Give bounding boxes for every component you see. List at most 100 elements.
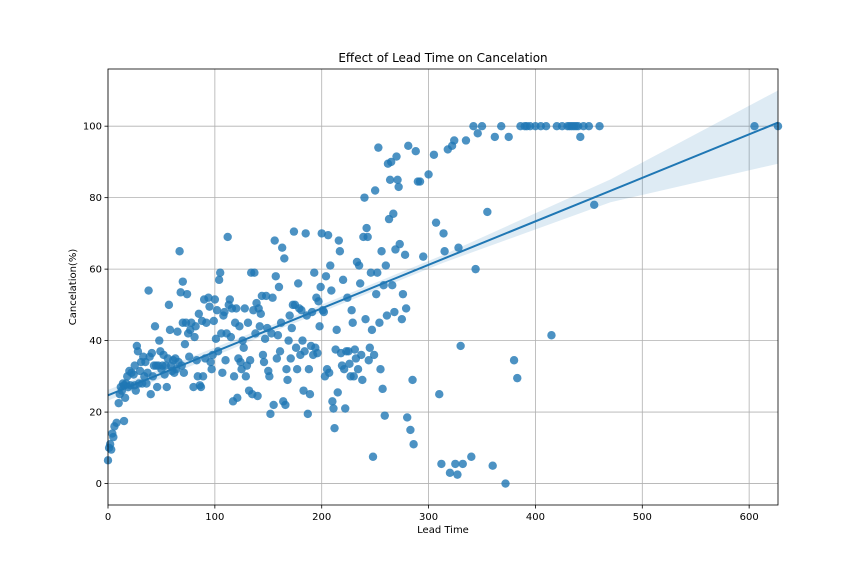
data-point bbox=[365, 343, 375, 352]
data-point bbox=[408, 375, 417, 385]
y-axis-label: Cancelation(%) bbox=[68, 249, 79, 326]
data-point bbox=[388, 281, 397, 290]
data-point bbox=[287, 323, 296, 333]
data-point bbox=[453, 470, 462, 479]
data-point bbox=[204, 293, 213, 302]
data-point bbox=[274, 282, 284, 292]
data-point bbox=[298, 336, 307, 345]
data-point bbox=[350, 345, 360, 354]
data-point bbox=[292, 364, 302, 374]
data-point bbox=[190, 332, 199, 342]
data-point bbox=[321, 272, 331, 281]
data-point bbox=[323, 230, 333, 240]
data-point bbox=[358, 375, 367, 385]
data-point bbox=[316, 282, 325, 292]
data-point bbox=[210, 295, 220, 304]
data-point bbox=[440, 247, 449, 256]
data-point bbox=[333, 388, 342, 397]
data-point bbox=[232, 304, 241, 313]
data-point bbox=[335, 247, 345, 256]
y-tick-label: 80 bbox=[89, 193, 102, 204]
data-point bbox=[272, 354, 282, 363]
data-point bbox=[360, 193, 369, 202]
data-point bbox=[268, 293, 277, 302]
data-point bbox=[319, 307, 329, 317]
data-point bbox=[243, 318, 253, 327]
data-point bbox=[223, 232, 232, 242]
x-tick-label: 200 bbox=[312, 512, 331, 523]
data-point bbox=[206, 357, 215, 367]
data-point bbox=[317, 229, 326, 238]
data-point bbox=[429, 150, 439, 159]
data-point bbox=[270, 236, 279, 245]
data-point bbox=[207, 364, 216, 374]
plot-frame bbox=[107, 68, 779, 506]
data-point bbox=[284, 336, 293, 345]
data-point bbox=[332, 325, 341, 335]
data-point bbox=[236, 357, 245, 367]
y-tick-label: 40 bbox=[89, 336, 102, 347]
ticks: 0 100 200 300 400 500 600 0 20 40 60 80 100 bbox=[83, 122, 759, 523]
data-point bbox=[439, 229, 448, 238]
data-point bbox=[235, 322, 244, 331]
data-point bbox=[198, 372, 208, 381]
data-point bbox=[299, 386, 308, 395]
data-point bbox=[289, 227, 299, 236]
data-point bbox=[327, 286, 336, 295]
data-point bbox=[147, 348, 157, 358]
data-point bbox=[364, 356, 373, 365]
data-point bbox=[250, 268, 259, 277]
data-point bbox=[381, 261, 391, 270]
data-point bbox=[165, 325, 175, 335]
x-tick-label: 300 bbox=[419, 512, 438, 523]
data-point bbox=[229, 372, 239, 381]
data-point bbox=[176, 288, 185, 297]
data-point bbox=[390, 307, 399, 317]
data-point bbox=[349, 372, 358, 381]
data-point bbox=[275, 347, 285, 356]
data-point bbox=[282, 364, 291, 374]
data-point bbox=[372, 289, 381, 299]
data-point bbox=[218, 368, 227, 377]
data-point bbox=[353, 364, 363, 374]
data-point bbox=[211, 334, 221, 344]
data-point bbox=[403, 413, 412, 422]
data-point bbox=[120, 393, 130, 402]
data-point bbox=[411, 146, 420, 156]
data-point bbox=[338, 275, 348, 285]
data-point bbox=[576, 132, 585, 142]
data-point bbox=[286, 354, 295, 363]
data-point bbox=[267, 329, 276, 338]
data-point bbox=[328, 397, 337, 406]
data-point bbox=[445, 468, 455, 478]
data-point bbox=[415, 177, 425, 186]
data-point bbox=[382, 311, 392, 320]
data-point bbox=[378, 384, 387, 394]
data-point bbox=[386, 157, 396, 167]
data-point bbox=[380, 411, 389, 420]
data-point bbox=[109, 432, 118, 442]
data-point bbox=[409, 440, 418, 449]
data-point bbox=[330, 423, 339, 433]
data-point bbox=[269, 400, 278, 410]
data-point bbox=[152, 382, 162, 392]
data-point bbox=[119, 416, 129, 426]
x-axis-label: Lead Time bbox=[417, 525, 469, 536]
data-point bbox=[354, 261, 364, 270]
data-point bbox=[202, 318, 211, 327]
data-point bbox=[389, 209, 398, 218]
data-point bbox=[256, 309, 266, 319]
data-point bbox=[488, 461, 497, 470]
data-point bbox=[513, 373, 522, 383]
data-point bbox=[344, 347, 353, 356]
data-point bbox=[435, 390, 444, 399]
data-point bbox=[173, 327, 182, 336]
data-point bbox=[315, 322, 324, 331]
data-point bbox=[196, 382, 206, 392]
data-point bbox=[129, 370, 138, 379]
data-point bbox=[375, 318, 384, 327]
data-point bbox=[397, 314, 407, 324]
data-point bbox=[175, 247, 184, 256]
data-point bbox=[155, 336, 164, 345]
data-point bbox=[253, 391, 262, 401]
